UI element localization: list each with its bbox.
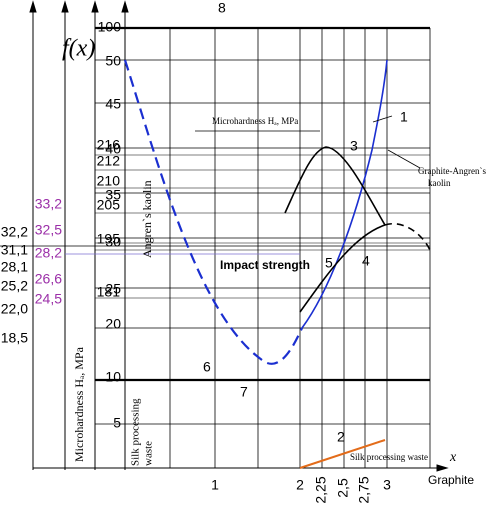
main-tick-label: 50: [105, 53, 121, 69]
x-tick-label: 2,75: [356, 476, 372, 503]
curve-3: [284, 146, 386, 226]
x-tick-label: 3: [383, 477, 391, 493]
x-symbol: x: [449, 450, 457, 465]
axis-arrow: [91, 0, 99, 13]
curve-4-dashed: [384, 223, 431, 251]
main-tick-label: 100: [98, 19, 122, 35]
axis-title: Silk processing: [130, 398, 142, 466]
microhardness-tick-label: 181: [97, 284, 121, 300]
left-tick-label: 32,2: [1, 224, 28, 240]
curve-label: 4: [362, 253, 370, 269]
third-tick-label: 24,5: [35, 291, 62, 307]
x-tick-label: 1: [211, 477, 219, 493]
main-tick-label: 25: [105, 281, 121, 297]
microhardness-tick-label: 195: [97, 231, 121, 247]
main-tick-label: 45: [105, 96, 121, 112]
leader: [387, 149, 421, 169]
microhardness-tick-label: 210: [97, 173, 121, 189]
curve-label: 7: [240, 384, 248, 400]
annotation: Impact strength: [220, 258, 310, 272]
x-tick-label: 2: [296, 477, 304, 493]
annotation: Silk processing waste: [350, 452, 428, 462]
curve-label: 2: [337, 429, 345, 445]
annotation: kaolin: [428, 178, 451, 188]
curve-blue-dashed: [123, 59, 304, 365]
third-tick-label: 33,2: [35, 196, 62, 212]
main-tick-label: 40: [105, 141, 121, 157]
curve-blue: [301, 59, 388, 329]
left-tick-label: 25,2: [1, 278, 28, 294]
left-tick-label: 31,1: [1, 242, 28, 258]
x-axis-title: Graphite: [428, 473, 474, 487]
main-tick-label: 5: [113, 415, 121, 431]
axis-arrow: [29, 0, 37, 13]
main-tick-label: 10: [105, 369, 121, 385]
main-tick-label: 35: [105, 187, 121, 203]
annotation: Graphite-Angren`s: [418, 166, 486, 176]
axis-arrow: [121, 0, 129, 13]
axes-frame: [0, 0, 449, 472]
main-tick-label: 20: [105, 316, 121, 332]
microhardness-tick-label: 216: [97, 137, 121, 153]
main-tick-label: 30: [105, 234, 121, 250]
annotation: Microhardness Hₐ, MPa: [212, 116, 298, 126]
axis-arrow: [61, 0, 69, 13]
left-tick-label: 28,1: [1, 259, 28, 275]
curve-label: 3: [350, 138, 358, 154]
curve-label: 6: [203, 359, 211, 375]
leader: [372, 115, 393, 123]
curve-label: 1: [400, 109, 408, 125]
left-tick-label: 22,0: [1, 301, 28, 317]
x-tick-label: 2,5: [335, 478, 351, 498]
microhardness-tick-label: 212: [97, 153, 121, 169]
curve-label: 5: [325, 255, 333, 271]
curve-4: [299, 224, 386, 313]
top-label: 8: [218, 0, 226, 16]
x-tick-label: 2,25: [313, 476, 329, 503]
third-tick-label: 32,5: [35, 222, 62, 238]
axis-title: waste: [143, 441, 155, 466]
microhardness-tick-label: 205: [97, 197, 121, 213]
x-arrow: [436, 464, 449, 472]
third-tick-label: 28,2: [35, 245, 62, 261]
axis-title: Angren`s kaolin: [140, 180, 154, 258]
title: f(x): [62, 36, 95, 62]
axis-title: Microhardness Hₐ, MPa: [72, 346, 86, 462]
left-tick-label: 18,5: [1, 330, 28, 346]
third-tick-label: 26,6: [35, 271, 62, 287]
curve-2: [299, 439, 386, 469]
